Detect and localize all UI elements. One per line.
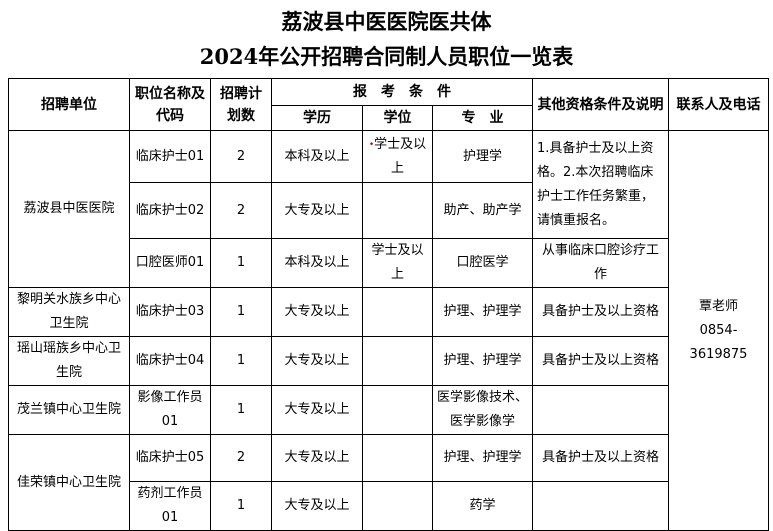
degree-cell: [362, 481, 433, 531]
major-cell: 护理、护理学: [432, 434, 533, 482]
position-cell: 口腔医师01: [129, 238, 211, 288]
degree-cell: •学士及以上: [362, 130, 433, 183]
plan-cell: 2: [210, 182, 272, 239]
education-cell: 大专及以上: [271, 287, 363, 337]
plan-cell: 1: [210, 385, 272, 435]
major-cell: 助产、助产学: [432, 182, 533, 239]
unit-cell: 佳荣镇中心卫生院: [8, 434, 130, 531]
contact-name: 覃老师: [698, 298, 738, 314]
header-education: 学历: [271, 105, 363, 131]
education-cell: 大专及以上: [271, 481, 363, 531]
other-cell: [532, 481, 669, 531]
header-conditions: 报 考 条 件: [271, 78, 533, 106]
header-other: 其他资格条件及说明: [532, 78, 669, 131]
education-cell: 大专及以上: [271, 385, 363, 435]
table-row: 临床护士02 2 大专及以上 助产、助产学: [9, 182, 769, 239]
other-cell: 具备护士及以上资格: [532, 336, 669, 386]
title-line-2: 2024年公开招聘合同制人员职位一览表: [199, 44, 574, 69]
degree-cell: [362, 287, 433, 337]
education-cell: 本科及以上: [271, 238, 363, 288]
major-cell: 护理、护理学: [432, 287, 533, 337]
plan-cell: 1: [210, 336, 272, 386]
position-cell: 临床护士05: [129, 434, 211, 482]
header-plan: 招聘计划数: [210, 78, 272, 131]
table-row: 瑶山瑶族乡中心卫生院 临床护士04 1 大专及以上 护理、护理学 具备护士及以上…: [8, 336, 769, 386]
unit-cell: 瑶山瑶族乡中心卫生院: [8, 336, 130, 386]
unit-cell: 黎明关水族乡中心卫生院: [8, 287, 130, 337]
position-cell: 药剂工作员01: [129, 481, 211, 531]
header-position: 职位名称及代码: [129, 78, 211, 131]
table-row: 黎明关水族乡中心卫生院 临床护士03 1 大专及以上 护理、护理学 具备护士及以…: [8, 287, 769, 337]
degree-cell: 学士及以上: [362, 238, 433, 288]
header-unit: 招聘单位: [8, 78, 130, 131]
header-degree: 学位: [362, 105, 433, 131]
title-line-1: 荔波县中医医院医共体: [281, 9, 492, 34]
header-contact: 联系人及电话: [668, 78, 769, 131]
major-cell: 医学影像技术、医学影像学: [432, 385, 533, 435]
red-dot-mark: •: [368, 139, 375, 150]
position-cell: 影像工作员01: [129, 385, 211, 435]
position-cell: 临床护士02: [129, 182, 211, 239]
unit-cell: 荔波县中医医院: [8, 130, 130, 288]
table-row: 佳荣镇中心卫生院 临床护士05 2 大专及以上 护理、护理学 具备护士及以上资格: [8, 434, 769, 531]
degree-cell: [362, 182, 433, 239]
other-cell: 从事临床口腔诊疗工作: [532, 238, 669, 288]
position-cell: 临床护士03: [129, 287, 211, 337]
major-cell: 药学: [432, 481, 533, 531]
education-cell: 大专及以上: [271, 182, 363, 239]
degree-cell: [362, 385, 433, 435]
contact-phone: 0854-3619875: [689, 322, 748, 362]
position-cell: 临床护士01: [129, 130, 211, 183]
degree-cell: [362, 336, 433, 386]
plan-cell: 1: [210, 481, 272, 531]
degree-text: 学士及以上: [374, 136, 427, 176]
other-cell: 1.具备护士及以上资格。2.本次招聘临床护士工作任务繁重，请慎重报名。: [532, 130, 669, 239]
major-cell: 口腔医学: [432, 238, 533, 288]
education-cell: 本科及以上: [271, 130, 363, 183]
degree-cell: [362, 434, 433, 482]
education-cell: 大专及以上: [271, 434, 363, 482]
plan-cell: 2: [210, 434, 272, 482]
unit-cell: 茂兰镇中心卫生院: [8, 385, 130, 435]
positions-table: 招聘单位 职位名称及代码 招聘计划数 报 考 条 件 其他资格条件及说明 联系人…: [8, 78, 769, 531]
plan-cell: 1: [210, 238, 272, 288]
plan-cell: 2: [210, 130, 272, 183]
major-cell: 护理学: [432, 130, 533, 183]
education-cell: 大专及以上: [271, 336, 363, 386]
other-cell: 具备护士及以上资格: [532, 287, 669, 337]
position-cell: 临床护士04: [129, 336, 211, 386]
other-cell: 具备护士及以上资格: [532, 434, 669, 482]
table-row: 茂兰镇中心卫生院 影像工作员01 1 大专及以上 医学影像技术、医学影像学: [8, 385, 769, 435]
header-major: 专 业: [432, 105, 533, 131]
contact-cell: 覃老师 0854-3619875: [668, 130, 769, 531]
plan-cell: 1: [210, 287, 272, 337]
other-cell: [532, 385, 669, 435]
major-cell: 护理、护理学: [432, 336, 533, 386]
table-row: 荔波县中医医院 临床护士01 2 本科及以上 •学士及以上 护理学 1.具备护士…: [8, 130, 769, 531]
